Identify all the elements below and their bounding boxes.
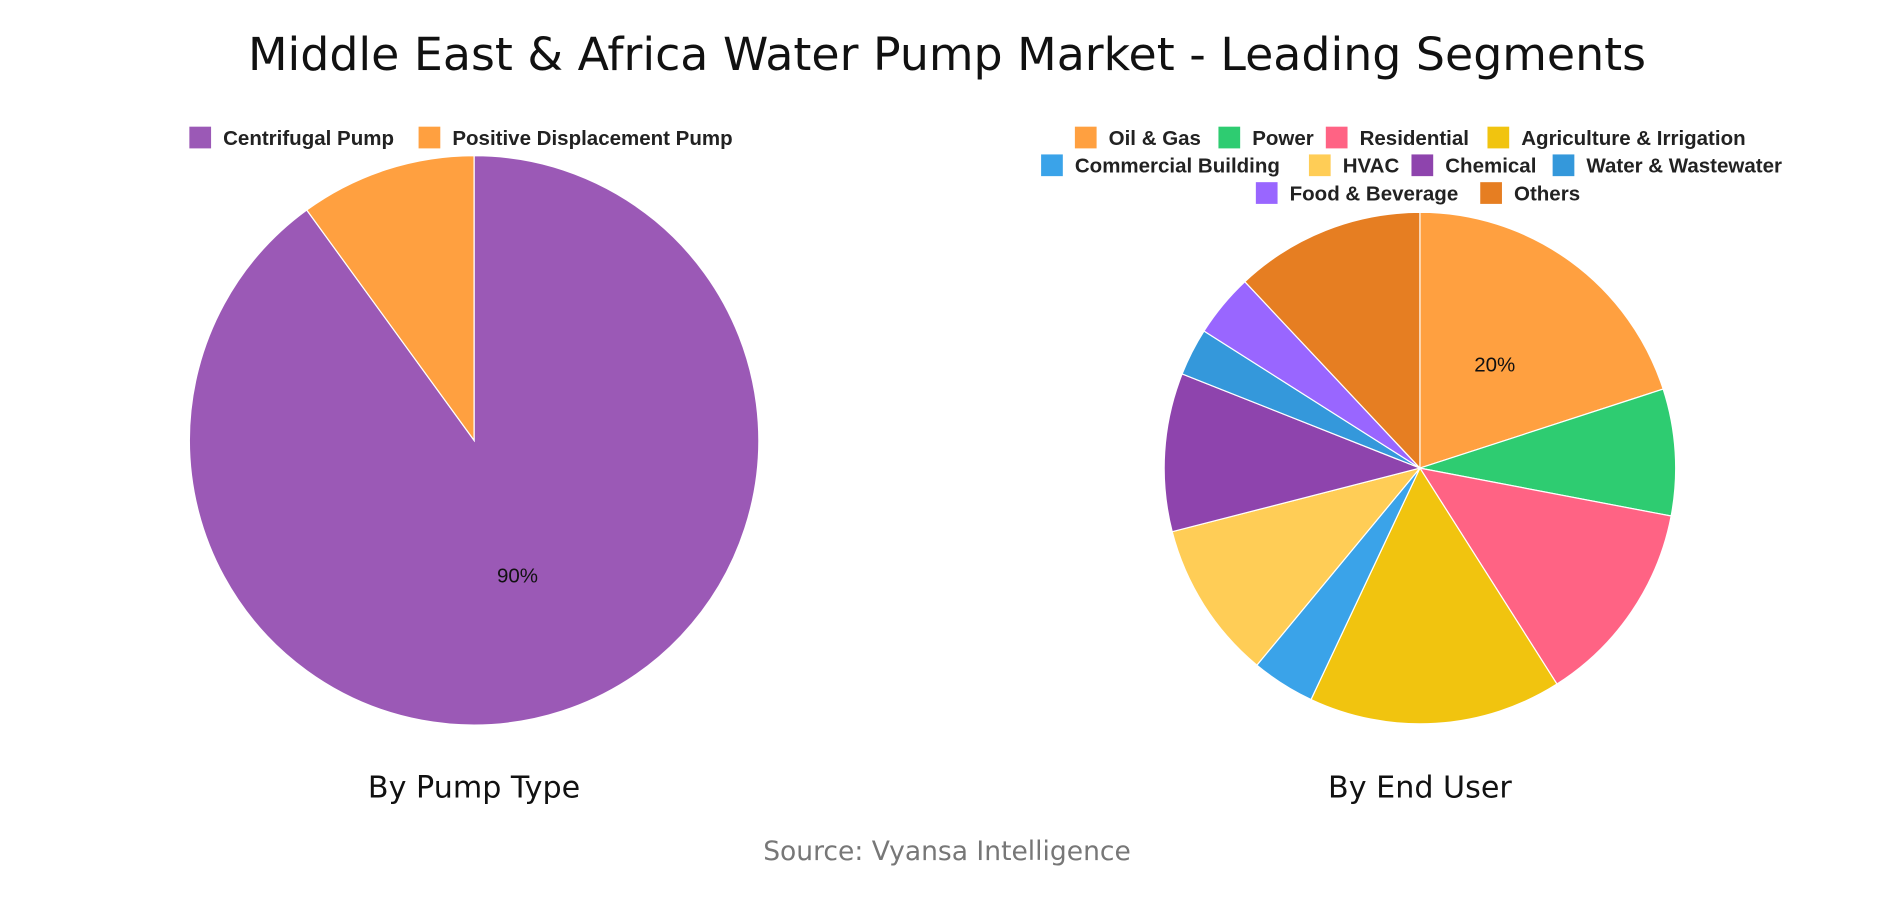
pie-slice-residential[interactable] xyxy=(1418,467,1672,685)
chart-title: Middle East & Africa Water Pump Market -… xyxy=(248,27,1646,81)
pie-title-pump-type: By Pump Type xyxy=(368,770,580,805)
legend-label: Power xyxy=(1252,127,1314,150)
legend-label: Residential xyxy=(1360,127,1469,150)
legend-label: Others xyxy=(1514,182,1580,205)
pie-slice-others[interactable] xyxy=(1243,211,1421,470)
legend-item-commercial-building[interactable]: Commercial Building xyxy=(1041,154,1280,178)
pie-slice-hvac[interactable] xyxy=(1171,467,1422,667)
pie-slice-power[interactable] xyxy=(1419,388,1677,517)
legend-item-agriculture-and-irrigation[interactable]: Agriculture & Irrigation xyxy=(1487,126,1746,150)
pie-chart-pump-type: 90% Centrifugal Pump Positive Displacement… xyxy=(188,126,760,726)
legend-swatch xyxy=(1074,126,1097,149)
legend-label: Chemical xyxy=(1445,155,1536,178)
legend-label: Centrifugal Pump xyxy=(223,127,394,150)
legend-swatch xyxy=(1552,154,1575,177)
pie-title-end-user: By End User xyxy=(1328,770,1512,805)
legend-label: Oil & Gas xyxy=(1109,127,1201,150)
legend-item-others[interactable]: Others xyxy=(1480,182,1580,205)
legend-swatch xyxy=(418,126,441,149)
legend-swatch xyxy=(1308,154,1331,177)
legend-label: Agriculture & Irrigation xyxy=(1521,127,1745,150)
legend-item-positive-displacement-pump[interactable]: Positive Displacement Pump xyxy=(418,126,733,150)
legend-swatch xyxy=(1218,126,1241,149)
legend-swatch xyxy=(1325,126,1348,149)
legend-label: HVAC xyxy=(1343,155,1400,178)
pie-chart-end-user: 20% Oil & Gas Power Residential Agriculture … xyxy=(1041,126,1782,725)
legend-item-hvac[interactable]: HVAC xyxy=(1308,154,1400,178)
legend-label: Positive Displacement Pump xyxy=(452,127,732,150)
legend-swatch xyxy=(1411,154,1434,177)
legend-item-food-and-beverage[interactable]: Food & Beverage xyxy=(1255,182,1459,205)
legend-item-residential[interactable]: Residential xyxy=(1325,126,1469,150)
source-note: Source: Vyansa Intelligence xyxy=(763,836,1131,867)
legend-label: Food & Beverage xyxy=(1290,182,1459,205)
legend-item-centrifugal-pump[interactable]: Centrifugal Pump xyxy=(189,126,394,150)
legend-swatch xyxy=(1480,182,1502,204)
legend-swatch xyxy=(189,126,212,149)
data-label-oil-and-gas: 20% xyxy=(1474,354,1515,377)
legend-label: Water & Wastewater xyxy=(1586,155,1782,178)
legend-item-chemical[interactable]: Chemical xyxy=(1411,154,1536,178)
legend-item-power[interactable]: Power xyxy=(1218,126,1314,150)
pie-slice-agriculture-and-irrigation[interactable] xyxy=(1310,466,1558,725)
legend-item-water-and-wastewater[interactable]: Water & Wastewater xyxy=(1552,154,1782,178)
legend-swatch xyxy=(1041,154,1063,177)
legend-swatch xyxy=(1255,182,1278,204)
pie-slice-positive-displacement-pump[interactable] xyxy=(305,155,475,443)
pie-slice-chemical[interactable] xyxy=(1163,373,1422,533)
legend-label: Commercial Building xyxy=(1075,155,1280,178)
legend-swatch xyxy=(1487,126,1510,149)
pie-slice-oil-and-gas[interactable] xyxy=(1419,211,1664,469)
data-label-centrifugal-pump: 90% xyxy=(497,565,538,588)
legend-item-oil-and-gas[interactable]: Oil & Gas xyxy=(1074,126,1201,150)
